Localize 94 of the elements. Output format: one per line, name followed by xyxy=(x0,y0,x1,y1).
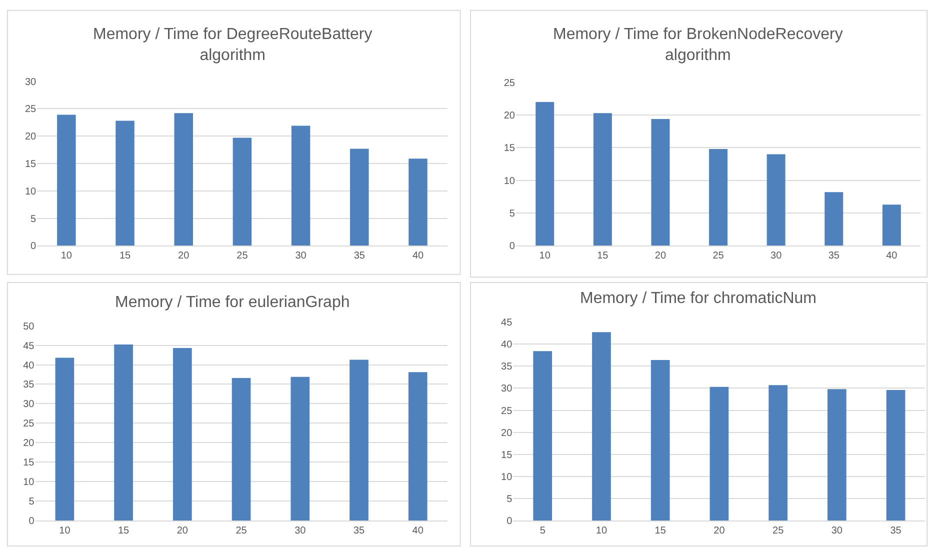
bar xyxy=(116,120,134,246)
bar xyxy=(232,378,251,521)
x-tick-label: 15 xyxy=(597,250,609,262)
y-tick-label: 35 xyxy=(23,380,35,391)
y-tick-label: 40 xyxy=(23,360,35,372)
y-tick-label: 10 xyxy=(24,186,37,198)
x-tick-label: 35 xyxy=(890,526,902,537)
y-tick-label: 15 xyxy=(23,458,35,469)
x-tick-label: 15 xyxy=(118,526,130,537)
x-tick-label: 40 xyxy=(412,526,424,537)
y-tick-label: 25 xyxy=(23,418,35,430)
bar xyxy=(291,126,310,246)
bar xyxy=(408,158,428,246)
bar xyxy=(650,360,670,521)
bar xyxy=(350,360,368,521)
y-tick-label: 0 xyxy=(509,241,516,252)
bar xyxy=(882,204,901,246)
bar xyxy=(766,154,786,246)
bar xyxy=(710,386,729,521)
chart-title: Memory / Time for DegreeRouteBattery algorithm xyxy=(93,26,372,64)
bar xyxy=(232,138,252,246)
x-tick-label: 35 xyxy=(353,526,366,537)
x-tick-label: 25 xyxy=(236,526,248,537)
x-tick-label: 40 xyxy=(412,250,424,262)
y-tick-label: 20 xyxy=(23,438,35,450)
bar xyxy=(290,376,310,521)
y-tick-label: 15 xyxy=(504,143,516,154)
x-tick-label: 10 xyxy=(60,250,72,262)
y-tick-label: 30 xyxy=(24,76,37,88)
bar xyxy=(57,114,76,246)
bar xyxy=(173,348,192,521)
bar xyxy=(886,390,906,521)
x-tick-label: 35 xyxy=(828,250,840,262)
x-tick-label: 30 xyxy=(770,250,782,262)
x-tick-label: 30 xyxy=(294,526,306,537)
y-tick-label: 50 xyxy=(23,321,35,332)
bar xyxy=(592,332,611,521)
y-tick-label: 5 xyxy=(506,494,513,506)
y-tick-label: 40 xyxy=(501,340,513,351)
x-tick-label: 35 xyxy=(354,250,366,262)
x-tick-label: 15 xyxy=(654,526,666,537)
bar xyxy=(533,351,552,521)
chart-title: Memory / Time for chromaticNum xyxy=(580,290,816,307)
chart-title: Memory / Time for eulerianGraph xyxy=(115,294,350,311)
y-tick-label: 0 xyxy=(506,516,513,528)
x-tick-label: 10 xyxy=(596,526,608,537)
y-tick-label: 10 xyxy=(23,477,35,488)
bar xyxy=(174,113,193,246)
y-tick-label: 5 xyxy=(28,496,35,508)
x-tick-label: 10 xyxy=(539,250,551,262)
chart-title: Memory / Time for BrokenNodeRecovery algorithm xyxy=(553,26,843,64)
bar xyxy=(828,389,846,521)
y-tick-label: 10 xyxy=(504,176,516,187)
bar xyxy=(55,358,74,521)
bar xyxy=(114,344,133,521)
y-tick-label: 20 xyxy=(24,132,37,143)
x-tick-label: 20 xyxy=(178,250,190,262)
x-tick-label: 5 xyxy=(540,526,546,537)
y-tick-label: 0 xyxy=(28,516,35,528)
bar xyxy=(709,149,728,246)
bar xyxy=(408,372,428,521)
bar xyxy=(593,113,612,246)
bar xyxy=(824,192,844,246)
y-tick-label: 20 xyxy=(501,428,513,439)
bar xyxy=(350,148,369,246)
y-tick-label: 45 xyxy=(501,318,513,329)
y-tick-label: 30 xyxy=(23,399,35,410)
x-tick-label: 25 xyxy=(236,250,248,262)
y-tick-label: 25 xyxy=(501,406,513,417)
x-tick-label: 30 xyxy=(831,526,843,537)
x-tick-label: 20 xyxy=(654,250,666,262)
bar xyxy=(651,118,670,246)
y-tick-label: 25 xyxy=(504,78,516,89)
x-tick-label: 30 xyxy=(295,250,307,262)
x-tick-label: 25 xyxy=(772,526,784,537)
y-tick-label: 15 xyxy=(501,450,513,461)
x-tick-label: 25 xyxy=(712,250,724,262)
y-tick-label: 25 xyxy=(24,104,37,116)
x-tick-label: 20 xyxy=(714,526,726,537)
x-tick-label: 15 xyxy=(119,250,132,262)
y-tick-label: 10 xyxy=(501,472,513,483)
y-tick-label: 20 xyxy=(504,110,516,122)
bar xyxy=(768,385,788,521)
y-tick-label: 35 xyxy=(501,362,513,373)
y-tick-label: 5 xyxy=(30,214,37,225)
x-tick-label: 10 xyxy=(59,526,71,537)
x-tick-label: 40 xyxy=(886,250,898,262)
x-tick-label: 20 xyxy=(176,526,188,537)
y-tick-label: 5 xyxy=(509,208,516,220)
bar xyxy=(536,102,554,246)
y-tick-label: 0 xyxy=(30,241,37,252)
y-tick-label: 15 xyxy=(24,159,37,170)
y-tick-label: 30 xyxy=(501,384,513,395)
y-tick-label: 45 xyxy=(23,340,35,352)
